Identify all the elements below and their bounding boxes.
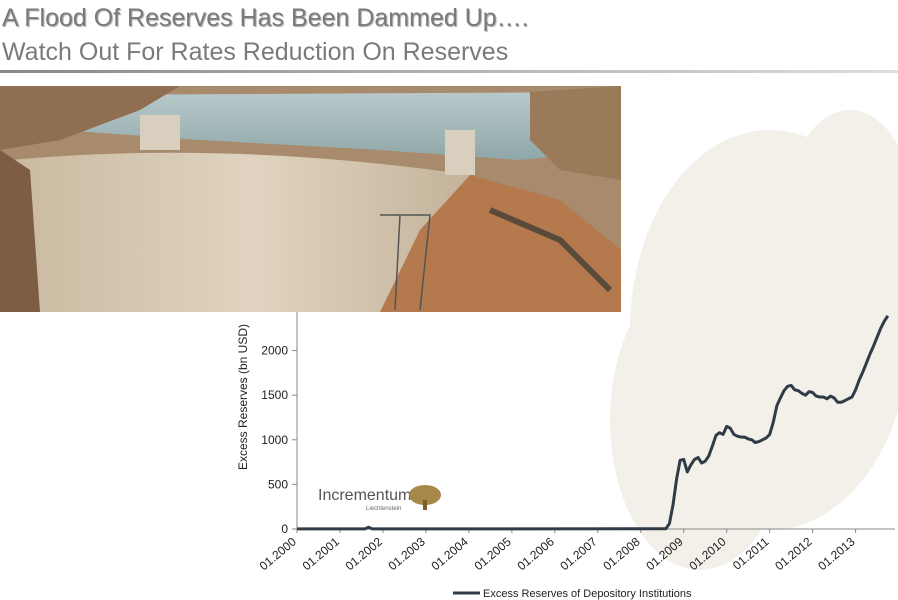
photo xyxy=(0,86,621,312)
x-tick-label: 01.2004 xyxy=(429,534,471,573)
y-axis-label: Excess Reserves (bn USD) xyxy=(236,324,250,470)
x-tick-label: 01.2000 xyxy=(257,534,299,573)
x-tick-label: 01.2001 xyxy=(300,534,342,573)
x-tick-label: 01.2012 xyxy=(772,534,814,573)
y-tick-label: 1500 xyxy=(261,388,288,402)
y-tick-label: 0 xyxy=(281,522,288,536)
x-tick-label: 01.2013 xyxy=(815,534,857,573)
x-tick-label: 01.2006 xyxy=(515,534,557,573)
x-tick-label: 01.2005 xyxy=(472,534,514,573)
logo: Incrementum Liechtenstein xyxy=(318,485,441,512)
slide-title: Watch Out For Rates Reduction On Reserve… xyxy=(2,38,508,66)
y-tick-label: 2000 xyxy=(261,344,288,358)
x-tick-label: 01.2007 xyxy=(557,534,599,573)
slide-title: A Flood Of Reserves Has Been Dammed Up…. xyxy=(2,4,529,32)
logo-sub: Liechtenstein xyxy=(366,506,401,512)
x-tick-label: 01.2003 xyxy=(386,534,428,573)
series-line xyxy=(297,314,890,531)
logo-name: Incrementum xyxy=(318,487,411,504)
legend-label: Excess Reserves of Depository Institutio… xyxy=(483,588,692,600)
y-tick-label: 1000 xyxy=(261,433,288,447)
title-rule xyxy=(0,70,898,73)
x-tick-label: 01.2008 xyxy=(600,534,642,573)
watermark xyxy=(610,110,898,570)
x-tick-label: 01.2002 xyxy=(343,534,385,573)
y-tick-label: 500 xyxy=(268,477,288,491)
